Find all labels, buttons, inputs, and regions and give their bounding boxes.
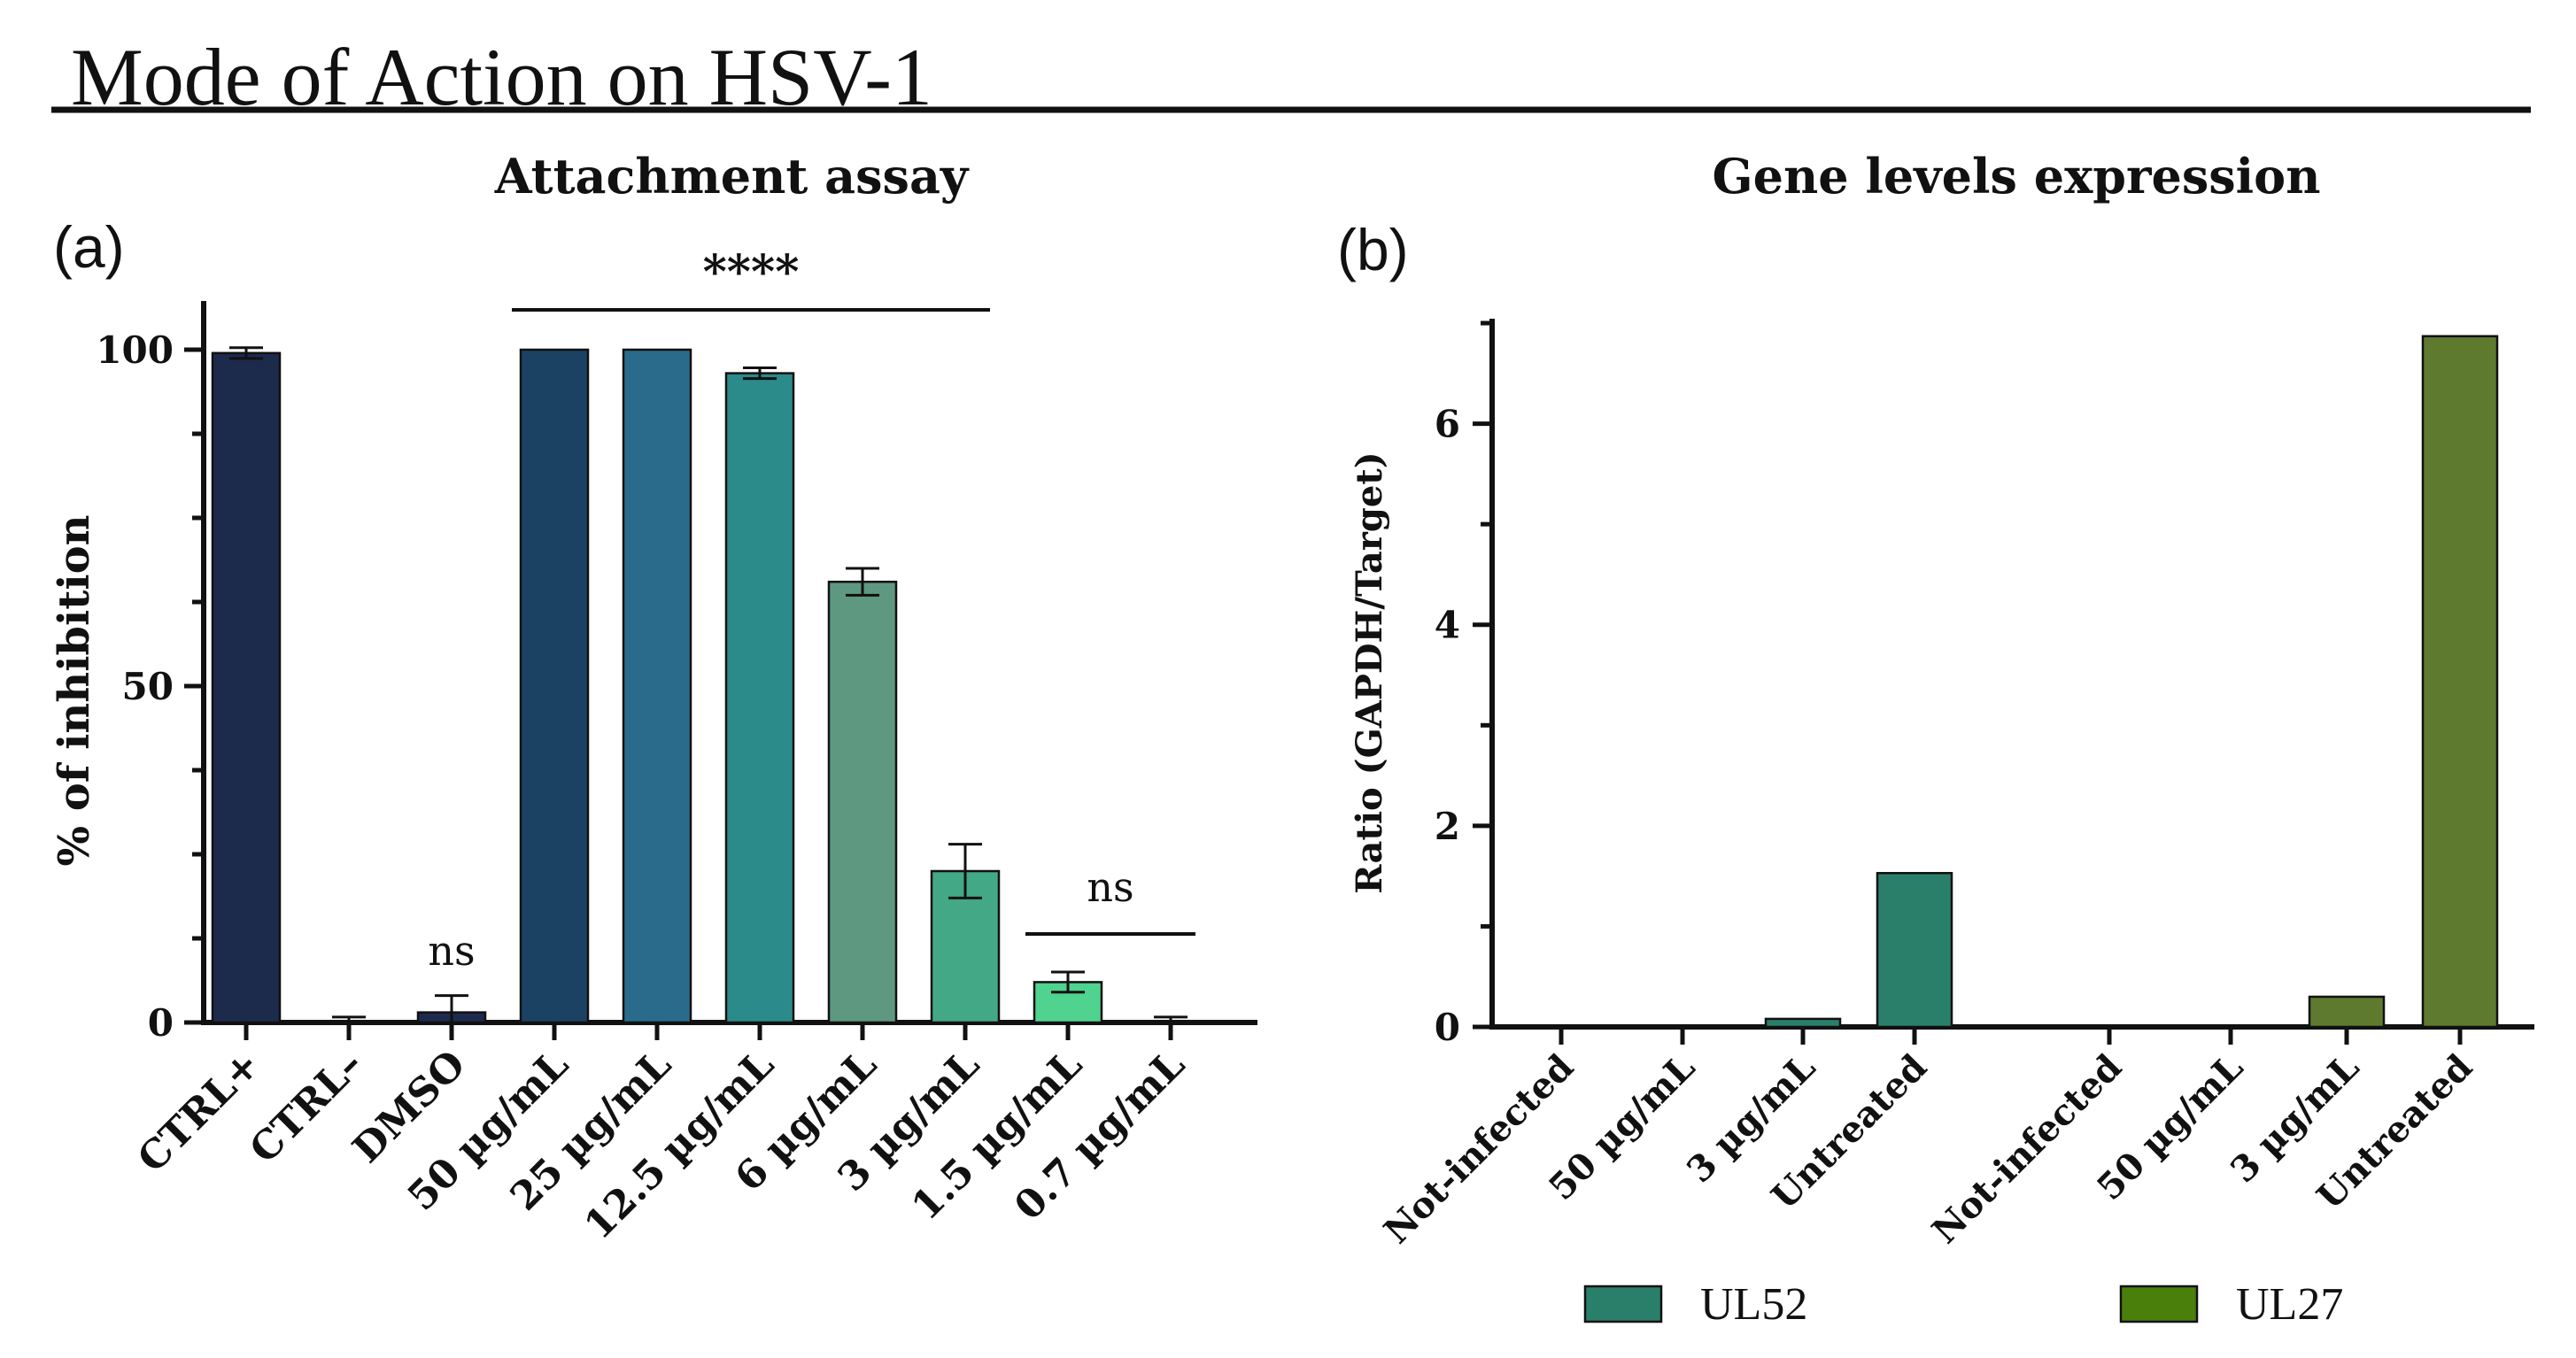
panel-a-significance-label: ns [428, 927, 475, 975]
panel-b-bar-ul52 [1876, 871, 1953, 1029]
panel-b-category-label: Not-infected [1924, 1046, 2130, 1252]
panel-b-chart: Gene levels expression (b) Ratio (GAPDH/… [1337, 148, 2534, 1330]
panel-a-bar [622, 348, 692, 1024]
panel-b-letter: (b) [1337, 217, 1409, 282]
panel-b-title: Gene levels expression [1713, 148, 2321, 204]
panel-a-title: Attachment assay [494, 148, 970, 204]
panel-a-y-tick-label: 50 [122, 665, 174, 708]
panel-b-bar-ul27 [2308, 995, 2386, 1029]
panel-b-y-tick-label: 6 [1435, 403, 1460, 446]
panel-a-letter: (a) [53, 214, 125, 280]
panel-a-y-axis-label: % of inhibition [50, 514, 99, 866]
panel-b-y-tick-label: 0 [1435, 1006, 1460, 1049]
panel-b-y-tick-label: 2 [1435, 805, 1460, 848]
panel-b-y-axis-label: Ratio (GAPDH/Target) [1349, 451, 1390, 893]
panel-a-y-tick-label: 100 [96, 328, 174, 372]
panel-b-bar-ul27 [2421, 335, 2499, 1029]
panel-a-category-label: CTRL+ [129, 1042, 269, 1182]
panel-b-y-tick-label: 4 [1435, 604, 1460, 647]
legend-swatch-ul27 [2119, 1285, 2199, 1323]
panel-a-category-label: CTRL– [242, 1042, 372, 1172]
legend-label-ul52: UL52 [1700, 1279, 1807, 1330]
panel-a-bar [724, 372, 795, 1024]
panel-a-significance-label: **** [703, 245, 800, 299]
panel-a-chart: Attachment assay (a) % of inhibition 0 50… [50, 148, 1257, 1248]
panel-a-y-tick-label: 0 [148, 1001, 174, 1045]
panel-a-bar [211, 351, 282, 1024]
panel-b-category-label: Not-infected [1376, 1046, 1582, 1252]
legend-swatch-ul52 [1583, 1285, 1663, 1323]
panel-b-bar-ul52 [1764, 1017, 1842, 1029]
legend-label-ul27: UL27 [2236, 1279, 2343, 1330]
panel-a-bar [827, 580, 898, 1024]
panel-a-significance-label: ns [1087, 863, 1133, 911]
panel-a-bar [519, 348, 590, 1024]
